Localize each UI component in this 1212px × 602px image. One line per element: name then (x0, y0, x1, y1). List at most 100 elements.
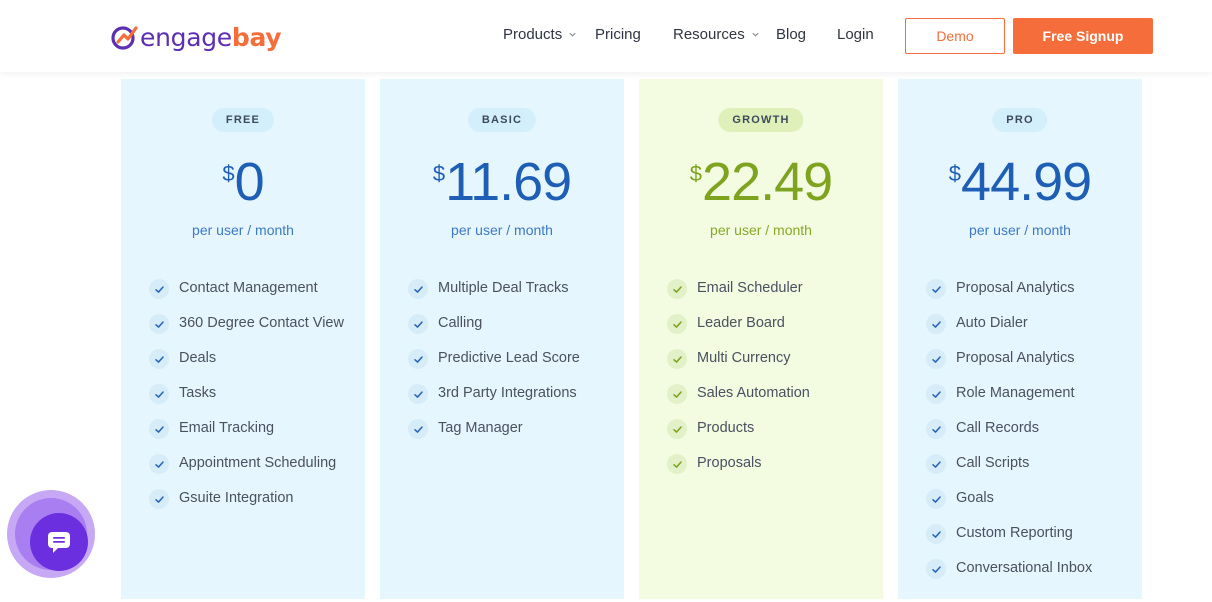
plan-price: $11.69 (380, 155, 624, 209)
price-period: per user / month (192, 222, 294, 238)
nav-resources[interactable]: Resources (673, 26, 760, 43)
chevron-down-icon (569, 32, 576, 37)
feature-label: 3rd Party Integrations (438, 385, 577, 401)
feature-label: Goals (956, 490, 994, 506)
feature-item: Goals (926, 488, 1126, 509)
feature-item: Leader Board (667, 313, 867, 334)
feature-label: Proposals (697, 455, 762, 471)
check-icon (149, 349, 169, 369)
nav-blog-label: Blog (776, 26, 807, 43)
feature-label: Call Scripts (956, 455, 1030, 471)
check-icon (926, 314, 946, 334)
feature-label: Gsuite Integration (179, 490, 294, 506)
feature-label: Conversational Inbox (956, 560, 1093, 576)
plan-name-badge: GROWTH (718, 108, 804, 132)
price-period: per user / month (710, 222, 812, 238)
nav-pricing-label: Pricing (595, 26, 641, 43)
feature-item: Deals (149, 348, 349, 369)
feature-item: Multi Currency (667, 348, 867, 369)
check-icon (667, 419, 687, 439)
site-header: engagebay Products Pricing Resources Blo… (0, 0, 1212, 72)
check-icon (926, 384, 946, 404)
price-period: per user / month (969, 222, 1071, 238)
feature-label: Deals (179, 350, 217, 366)
feature-item: Predictive Lead Score (408, 348, 608, 369)
feature-item: Calling (408, 313, 608, 334)
feature-label: Proposal Analytics (956, 280, 1075, 296)
check-icon (408, 279, 428, 299)
check-icon (926, 559, 946, 579)
check-icon (149, 489, 169, 509)
feature-item: Email Scheduler (667, 278, 867, 299)
check-icon (926, 349, 946, 369)
feature-item: Sales Automation (667, 383, 867, 404)
feature-item: Role Management (926, 383, 1126, 404)
feature-label: Multiple Deal Tracks (438, 280, 569, 296)
logo-wordmark: engagebay (140, 22, 282, 52)
currency-symbol: $ (222, 161, 235, 186)
feature-item: Contact Management (149, 278, 349, 299)
feature-list: Multiple Deal Tracks Calling Predictive Le… (408, 278, 608, 453)
feature-label: Proposal Analytics (956, 350, 1075, 366)
feature-item: Proposal Analytics (926, 278, 1126, 299)
chat-widget-core (30, 513, 88, 571)
nav-pricing[interactable]: Pricing (595, 26, 641, 43)
check-icon (926, 279, 946, 299)
chat-widget-button[interactable] (7, 490, 95, 578)
currency-symbol: $ (432, 161, 446, 186)
feature-label: Appointment Scheduling (179, 455, 337, 471)
feature-item: Call Records (926, 418, 1126, 439)
plan-name-badge: BASIC (467, 108, 537, 132)
logo-text-bay: bay (231, 22, 282, 52)
check-icon (926, 489, 946, 509)
check-icon (149, 384, 169, 404)
feature-label: Call Records (956, 420, 1039, 436)
plan-price: $44.99 (898, 155, 1142, 209)
feature-item: Gsuite Integration (149, 488, 349, 509)
feature-label: Predictive Lead Score (438, 350, 580, 366)
price-period: per user / month (451, 222, 553, 238)
check-icon (149, 454, 169, 474)
chevron-down-icon (752, 32, 759, 37)
nav-products[interactable]: Products (503, 26, 577, 43)
price-amount: 44.99 (961, 152, 1092, 212)
price-amount: 0 (234, 152, 265, 212)
feature-label: Sales Automation (697, 385, 810, 401)
plan-card-pro: PRO $44.99 per user / month Proposal Ana… (898, 79, 1142, 599)
demo-button[interactable]: Demo (905, 18, 1005, 54)
check-icon (408, 419, 428, 439)
nav-login[interactable]: Login (837, 26, 874, 43)
feature-label: Email Scheduler (697, 280, 803, 296)
currency-symbol: $ (948, 161, 962, 186)
plan-price: $22.49 (639, 155, 883, 209)
check-icon (667, 349, 687, 369)
feature-item: 360 Degree Contact View (149, 313, 349, 334)
check-icon (408, 349, 428, 369)
feature-item: Call Scripts (926, 453, 1126, 474)
plan-name-badge: FREE (211, 108, 275, 132)
plan-card-free: FREE $0 per user / month Contact Managem… (121, 79, 365, 599)
check-icon (408, 314, 428, 334)
feature-label: Leader Board (697, 315, 785, 331)
plan-card-basic: BASIC $11.69 per user / month Multiple D… (380, 79, 624, 599)
plan-card-growth: GROWTH $22.49 per user / month Email Sch… (639, 79, 883, 599)
check-icon (149, 314, 169, 334)
feature-item: Auto Dialer (926, 313, 1126, 334)
check-icon (667, 384, 687, 404)
check-icon (667, 279, 687, 299)
feature-label: Calling (438, 315, 483, 331)
free-signup-button[interactable]: Free Signup (1013, 18, 1153, 54)
feature-label: Products (697, 420, 755, 436)
check-icon (926, 524, 946, 544)
feature-item: Proposals (667, 453, 867, 474)
currency-symbol: $ (689, 161, 703, 186)
feature-item: Products (667, 418, 867, 439)
feature-item: Appointment Scheduling (149, 453, 349, 474)
nav-resources-label: Resources (673, 26, 745, 43)
feature-list: Proposal Analytics Auto Dialer Proposal An… (926, 278, 1126, 593)
price-amount: 22.49 (702, 152, 833, 212)
engagebay-logo[interactable]: engagebay (110, 20, 282, 54)
nav-login-label: Login (837, 26, 874, 43)
feature-item: Custom Reporting (926, 523, 1126, 544)
nav-blog[interactable]: Blog (776, 26, 806, 43)
